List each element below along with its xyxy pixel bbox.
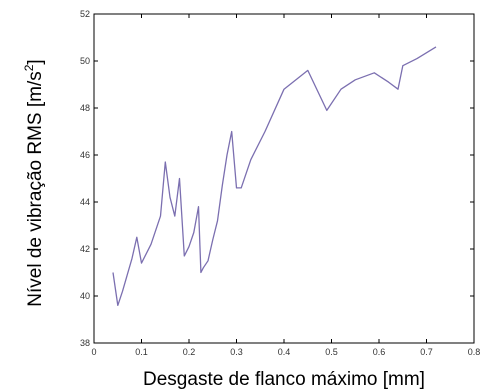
y-tick-label: 44 bbox=[80, 197, 90, 207]
plot-frame-rect bbox=[93, 13, 475, 344]
x-tick-label: 0.4 bbox=[278, 347, 291, 357]
x-tick-label: 0.8 bbox=[468, 347, 481, 357]
ticks-layer: 0 0.1 0.2 0.3 0.4 0.5 0.6 0.7 0.8 38 40 42 44 46 48 50 5… bbox=[80, 9, 480, 357]
y-tick-label: 42 bbox=[80, 244, 90, 254]
series-line bbox=[112, 46, 437, 307]
y-tick-label: 38 bbox=[80, 338, 90, 348]
x-tick-label: 0.1 bbox=[135, 347, 148, 357]
x-tick-label: 0.2 bbox=[183, 347, 196, 357]
x-tick-label: 0.7 bbox=[420, 347, 433, 357]
series-layer bbox=[112, 46, 437, 307]
y-axis-label: Nível de vibração RMS [m/s2] bbox=[22, 59, 46, 306]
x-tick-label: 0.6 bbox=[373, 347, 386, 357]
y-axis-label-superscript: 2 bbox=[22, 64, 36, 71]
y-tick-label: 40 bbox=[80, 291, 90, 301]
y-axis-label-main: Nível de vibração RMS [m/s bbox=[25, 71, 46, 306]
y-tick-label: 52 bbox=[80, 9, 90, 19]
y-tick-label: 50 bbox=[80, 56, 90, 66]
x-tick-label: 0.5 bbox=[325, 347, 338, 357]
y-tick-label: 46 bbox=[80, 150, 90, 160]
y-axis-label-end: ] bbox=[25, 59, 46, 64]
x-axis-label: Desgaste de flanco máximo [mm] bbox=[143, 369, 425, 390]
x-tick-label: 0.3 bbox=[230, 347, 243, 357]
plot-frame bbox=[93, 13, 475, 344]
y-tick-label: 48 bbox=[80, 103, 90, 113]
x-tick-label: 0 bbox=[91, 347, 96, 357]
